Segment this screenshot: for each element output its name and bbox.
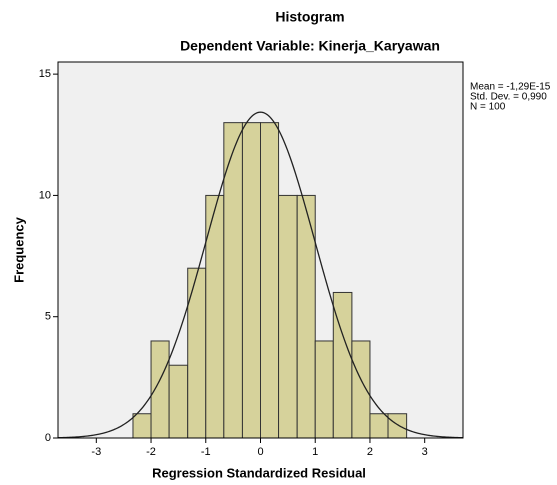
chart-subtitle: Dependent Variable: Kinerja_Karyawan	[180, 38, 440, 54]
x-tick-label: 1	[312, 446, 318, 458]
x-tick-label: -1	[201, 446, 211, 458]
x-tick-label: 2	[367, 446, 373, 458]
chart-title: Histogram	[275, 9, 344, 25]
normal-curve	[57, 111, 464, 439]
stat-label: Mean = -1,29E-15	[470, 82, 551, 93]
x-tick-label: 3	[422, 446, 428, 458]
bar	[168, 364, 189, 439]
y-tick-label: 10	[39, 189, 51, 201]
y-tick-label: 0	[45, 432, 51, 444]
x-axis-label: Regression Standardized Residual	[152, 465, 366, 480]
bar	[278, 194, 298, 439]
stat-label: Std. Dev. = 0,990	[470, 92, 547, 103]
bar	[187, 267, 207, 439]
y-tick-label: 5	[45, 311, 51, 323]
bar	[314, 340, 334, 439]
bar	[150, 340, 170, 439]
bar	[351, 340, 371, 439]
y-axis-label: Frequency	[11, 216, 26, 283]
bar	[260, 122, 280, 439]
x-tick-label: 0	[257, 446, 263, 458]
stat-label: N = 100	[470, 102, 506, 113]
bar	[241, 122, 262, 439]
plot-border	[57, 61, 464, 439]
bar	[132, 413, 152, 439]
x-tick-label: -3	[91, 446, 101, 458]
bar	[369, 413, 389, 439]
x-tick-label: -2	[146, 446, 156, 458]
y-tick-label: 15	[39, 68, 51, 80]
bar	[387, 413, 408, 439]
